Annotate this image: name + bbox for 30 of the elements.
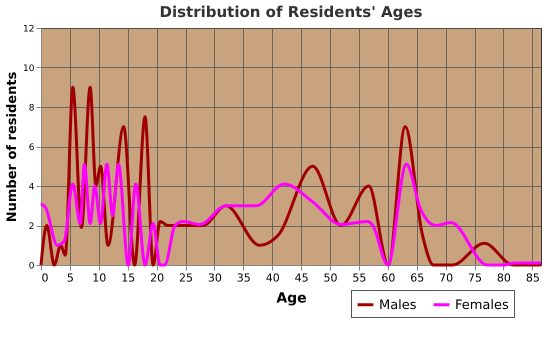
x-tick-label: 15	[121, 272, 136, 284]
x-tick-label: 5	[66, 272, 74, 284]
x-tick-label: 45	[294, 272, 309, 284]
legend-label: Males	[379, 298, 417, 313]
y-tick-label: 6	[28, 143, 35, 153]
x-tick-label: 80	[496, 272, 511, 284]
x-tick-label: 55	[352, 272, 366, 284]
y-tick-label: 8	[28, 104, 35, 114]
y-tick-label: 2	[28, 222, 34, 232]
x-tick-label: 20	[150, 272, 164, 284]
y-tick-label: 0	[28, 262, 35, 272]
x-tick-label: 30	[208, 272, 222, 284]
x-tick-label: 0	[42, 272, 48, 284]
chart-title: Distribution of Residents' Ages	[160, 3, 423, 21]
x-tick-label: 65	[410, 272, 424, 284]
x-tick-label: 60	[381, 272, 396, 284]
x-tick-label: 25	[179, 272, 194, 284]
y-tick-label: 12	[23, 24, 34, 34]
y-tick-label: 4	[28, 182, 35, 192]
y-axis-title: Number of residents	[5, 71, 20, 222]
x-tick-label: 70	[439, 272, 454, 284]
x-tick-label: 75	[468, 272, 482, 284]
x-tick-label: 40	[266, 272, 280, 284]
x-tick-label: 10	[92, 272, 106, 284]
legend-label: Females	[455, 298, 510, 313]
x-tick-label: 50	[324, 272, 338, 284]
y-tick-label: 10	[23, 64, 35, 74]
x-tick-label: 35	[236, 272, 251, 284]
x-tick-label: 85	[526, 272, 540, 284]
x-axis-title: Age	[276, 290, 307, 306]
